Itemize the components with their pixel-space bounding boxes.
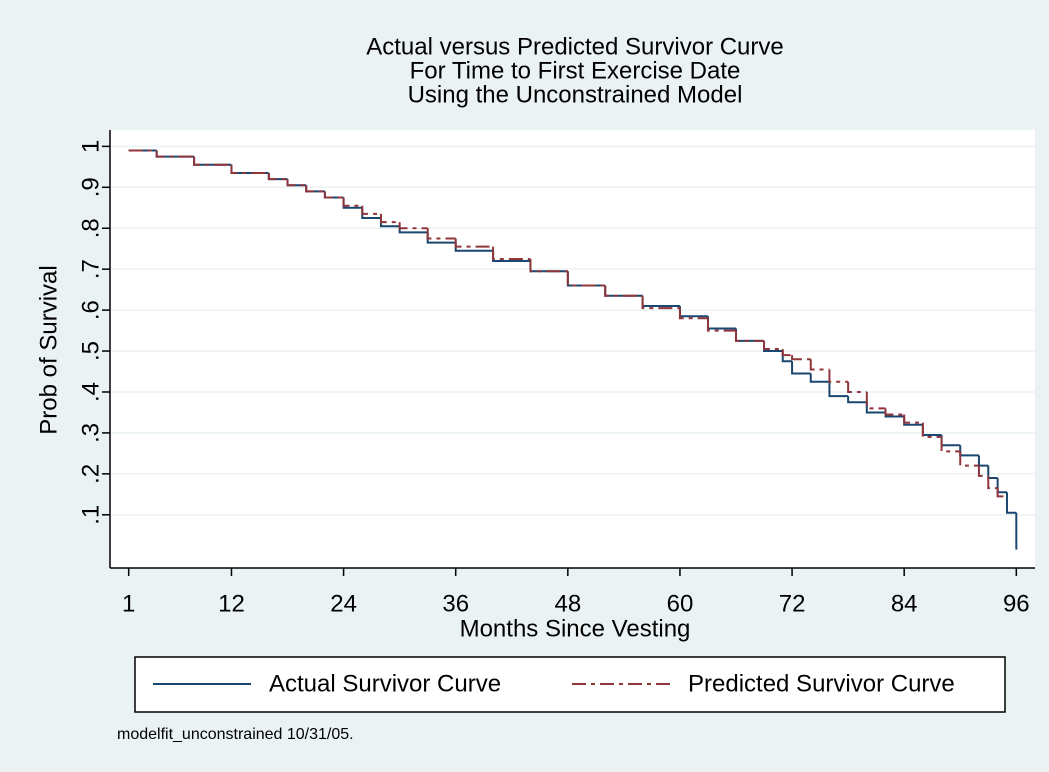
- step-segment: [847, 381, 867, 393]
- y-tick-label: .9: [77, 177, 104, 197]
- chart-title: Using the Unconstrained Model: [408, 81, 743, 108]
- step-segment: [809, 373, 830, 383]
- step-segment: [735, 330, 765, 342]
- step-segment: [361, 205, 381, 215]
- step-segment: [884, 408, 905, 416]
- y-tick-label: .4: [77, 382, 104, 402]
- x-tick-label: 96: [1003, 590, 1030, 617]
- chart-title: Actual versus Predicted Survivor Curve: [366, 33, 784, 60]
- plot-area: [110, 130, 1035, 568]
- step-segment: [398, 222, 428, 230]
- x-tick-label: 48: [554, 590, 581, 617]
- step-segment: [342, 197, 363, 207]
- x-tick-label: 36: [442, 590, 469, 617]
- step-segment: [996, 488, 1007, 498]
- step-segment: [809, 359, 830, 371]
- x-tick-label: 72: [779, 590, 806, 617]
- step-segment: [305, 185, 325, 193]
- y-tick-label: .3: [77, 423, 104, 443]
- step-segment: [706, 318, 737, 332]
- step-segment: [921, 422, 942, 439]
- step-segment: [286, 179, 307, 187]
- y-tick-label: 1: [77, 140, 104, 153]
- step-segment: [828, 381, 849, 398]
- y-tick-label: .5: [77, 341, 104, 361]
- y-tick-label: .6: [77, 300, 104, 320]
- step-segment: [193, 156, 232, 166]
- legend-label: Actual Survivor Curve: [269, 670, 501, 697]
- x-tick-label: 60: [667, 590, 694, 617]
- step-segment: [959, 451, 979, 467]
- step-segment: [847, 396, 867, 404]
- step-segment: [903, 414, 923, 424]
- step-segment: [977, 465, 989, 477]
- step-segment: [323, 191, 344, 199]
- step-segment: [230, 164, 269, 174]
- step-segment: [379, 213, 400, 224]
- y-axis-label: Prob of Survival: [35, 265, 62, 434]
- legend-label: Predicted Survivor Curve: [688, 670, 955, 697]
- step-segment: [940, 437, 961, 453]
- y-tick-label: .1: [77, 505, 104, 525]
- legend: [134, 656, 1006, 713]
- step-segment: [865, 391, 886, 410]
- step-segment: [529, 258, 568, 273]
- step-segment: [791, 361, 811, 375]
- y-tick-label: .8: [77, 218, 104, 238]
- step-segment: [678, 308, 708, 320]
- note: modelfit_unconstrained 10/31/05.: [117, 726, 354, 743]
- step-segment: [1005, 492, 1017, 514]
- step-segment: [426, 228, 456, 240]
- y-tick-label: .2: [77, 464, 104, 484]
- step-segment: [781, 349, 793, 357]
- step-segment: [987, 475, 998, 490]
- step-segment: [492, 246, 531, 260]
- x-tick-label: 24: [330, 590, 357, 617]
- step-segment: [828, 369, 849, 383]
- step-segment: [641, 295, 680, 310]
- x-tick-label: 84: [891, 590, 918, 617]
- step-segment: [791, 355, 811, 361]
- x-tick-label: 12: [218, 590, 245, 617]
- step-segment: [566, 271, 606, 287]
- x-tick-label: 1: [122, 590, 135, 617]
- step-segment: [454, 238, 494, 248]
- chart-title: For Time to First Exercise Date: [410, 57, 741, 84]
- step-segment: [604, 285, 643, 297]
- step-segment: [267, 172, 288, 181]
- y-tick-label: .7: [77, 259, 104, 279]
- step-segment: [155, 150, 195, 158]
- step-segment: [763, 340, 783, 350]
- x-axis-label: Months Since Vesting: [460, 615, 691, 642]
